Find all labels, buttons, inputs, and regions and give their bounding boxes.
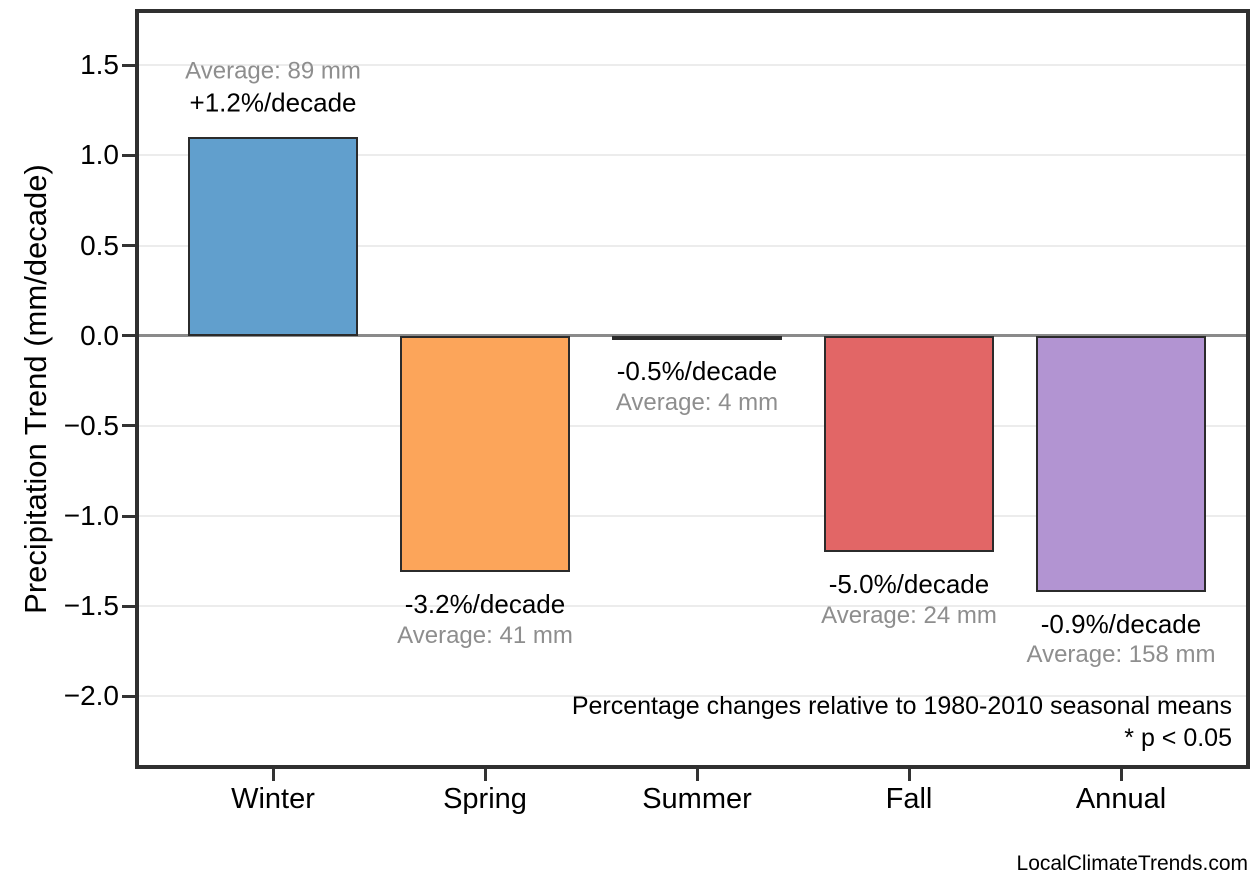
y-tick-mark (122, 334, 135, 338)
bar-annual (1036, 335, 1206, 592)
x-tick-mark (695, 769, 699, 781)
gridline-y-−2.0 (139, 695, 1246, 698)
bar-winter (188, 137, 358, 336)
y-tick-label: 1.0 (80, 139, 119, 171)
gridline-y-−0.5 (139, 424, 1246, 427)
y-tick-label: −2.0 (63, 680, 119, 712)
footnote-line-2: * p < 0.05 (1124, 724, 1232, 752)
y-tick-label: 0.0 (80, 319, 119, 351)
y-tick-mark (122, 153, 135, 157)
bar-annotation-fall: -5.0%/decade Average: 24 mm (739, 568, 1079, 631)
bar-annotation-summer: -0.5%/decade Average: 4 mm (527, 355, 867, 418)
percent-label: -5.0%/decade (828, 569, 990, 600)
footnote: Percentage changes relative to 1980-2010… (572, 690, 1232, 754)
bar-spring (400, 335, 570, 573)
percent-label: +1.2%/decade (189, 87, 357, 118)
bar-annotation-spring: -3.2%/decade Average: 41 mm (315, 588, 655, 651)
y-tick-mark (122, 63, 135, 67)
gridline-y-1.0 (139, 154, 1246, 157)
y-tick-label: 1.5 (80, 49, 119, 81)
average-label: Average: 41 mm (397, 621, 573, 649)
bar-annotation-winter: Average: 89 mm +1.2%/decade (103, 57, 443, 120)
gridline-y-−1.0 (139, 515, 1246, 518)
y-tick-mark (122, 604, 135, 608)
percent-label: -0.9%/decade (1040, 608, 1202, 639)
y-tick-label: −1.5 (63, 590, 119, 622)
y-tick-mark (122, 514, 135, 518)
y-tick-mark (122, 244, 135, 248)
y-tick-label: 0.5 (80, 229, 119, 261)
percent-label: -0.5%/decade (616, 356, 778, 387)
gridline-y-0.5 (139, 244, 1246, 247)
average-label: Average: 89 mm (185, 57, 361, 85)
y-tick-label: −1.0 (63, 500, 119, 532)
gridline-y-1.5 (139, 64, 1246, 67)
gridline-y-−1.5 (139, 605, 1246, 608)
x-tick-label-annual: Annual (1075, 783, 1167, 815)
y-tick-mark (122, 424, 135, 428)
y-tick-mark (122, 694, 135, 698)
x-tick-mark (1119, 769, 1123, 781)
x-tick-mark (907, 769, 911, 781)
x-tick-label-spring: Spring (443, 783, 527, 815)
plot-area: Average: 89 mm +1.2%/decade -3.2%/decade Av… (135, 9, 1250, 769)
average-label: Average: 4 mm (615, 388, 779, 416)
average-label: Average: 158 mm (1026, 641, 1216, 669)
x-tick-label-fall: Fall (885, 783, 933, 815)
footnote-line-1: Percentage changes relative to 1980-2010… (571, 692, 1232, 720)
x-tick-label-summer: Summer (642, 783, 752, 815)
watermark: LocalClimateTrends.com (1016, 852, 1248, 875)
bar-fall (824, 335, 994, 553)
x-tick-mark (271, 769, 275, 781)
percent-label: -3.2%/decade (404, 589, 566, 620)
x-tick-mark (483, 769, 487, 781)
bar-annotation-annual: -0.9%/decade Average: 158 mm (951, 608, 1258, 671)
y-tick-label: −0.5 (63, 409, 119, 441)
x-tick-label-winter: Winter (231, 783, 315, 815)
bar-summer (612, 335, 782, 340)
